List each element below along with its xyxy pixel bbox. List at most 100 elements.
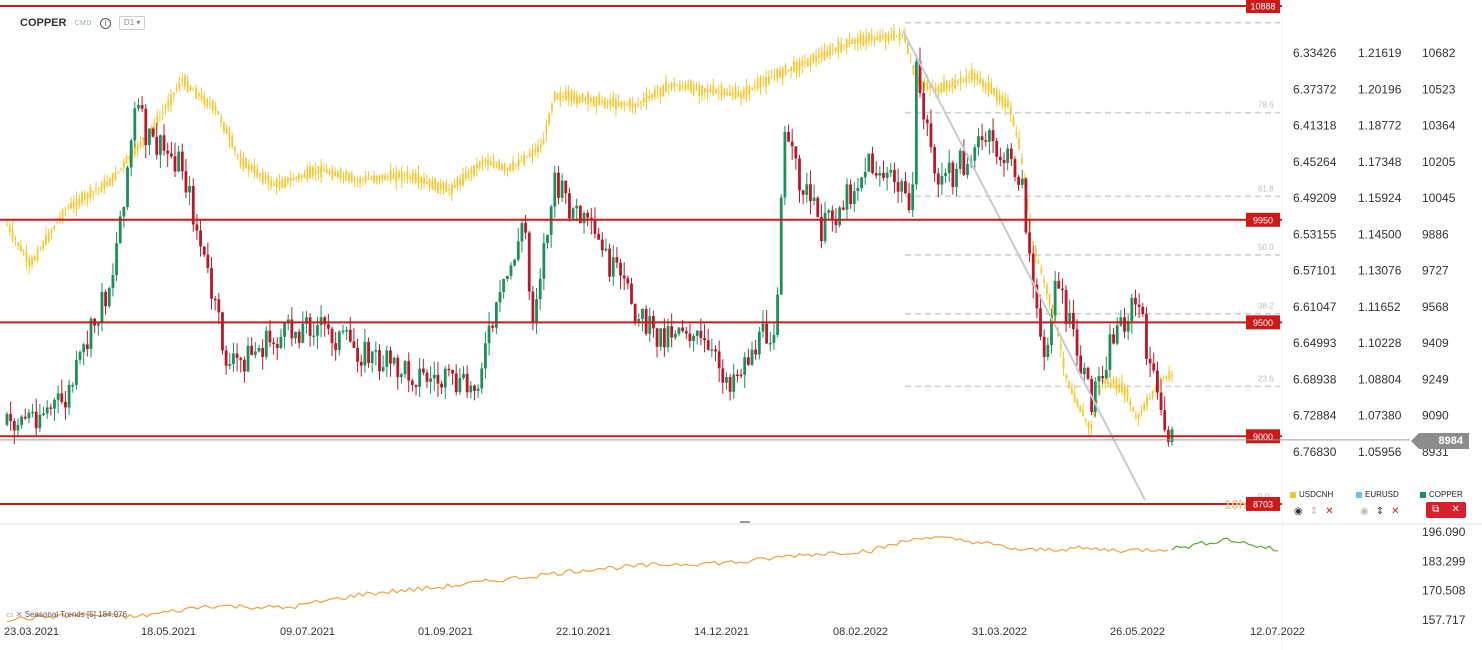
usdcnh-candle <box>537 146 539 152</box>
usdcnh-candle <box>1087 422 1090 428</box>
close-icon[interactable]: ✕ <box>1391 506 1400 517</box>
sort-icon[interactable]: ⇕ <box>1375 506 1385 517</box>
eurusd-axis-label: 1.07380 <box>1358 409 1402 423</box>
indicator-icon[interactable]: ▭ ✕ <box>6 610 23 619</box>
eye-icon[interactable]: ◉ <box>1294 506 1303 517</box>
usdcnh-candle <box>11 228 14 239</box>
usdcnh-candle <box>353 178 356 181</box>
usdcnh-candle <box>1168 371 1171 380</box>
usdcnh-candle <box>339 169 342 180</box>
usdcnh-candle <box>1162 378 1165 380</box>
copper-axis-label: 9090 <box>1422 409 1449 423</box>
seasonal-value: 184.976 <box>98 610 128 619</box>
x-axis-label: 31.03.2022 <box>972 626 1028 638</box>
usdcnh-candle <box>381 174 384 180</box>
usdcnh-candle <box>342 175 345 177</box>
usdcnh-candle <box>83 193 86 200</box>
seasonal-legend[interactable]: ▭ ✕ Seasonal Trends [5] 184.976 <box>6 610 127 619</box>
usdcnh-candle <box>551 103 553 111</box>
copper-candle <box>849 184 853 205</box>
usdcnh-candle <box>692 84 695 95</box>
usdcnh-candle <box>253 165 256 174</box>
usdcnh-candle <box>261 172 264 183</box>
usdcnh-candle <box>214 105 217 112</box>
copper-candle <box>816 197 820 217</box>
usdcnh-candle <box>742 90 745 99</box>
copper-candle <box>158 135 162 155</box>
copper-candle <box>1068 312 1072 325</box>
copper-candle <box>1130 297 1134 322</box>
close-icon[interactable]: ✕ <box>1325 506 1334 517</box>
eye-icon[interactable]: ◉ <box>1360 506 1369 517</box>
copper-candle <box>250 345 254 355</box>
copper-controls[interactable]: ⧉ ✕ <box>1426 502 1466 518</box>
usdcnh-candle <box>904 34 906 42</box>
usdcnh-candle <box>982 80 984 87</box>
copper-candle <box>89 318 93 349</box>
fib-label: 0.0 <box>1258 492 1270 501</box>
usdcnh-candle <box>1148 398 1151 400</box>
usdcnh-candle <box>787 69 790 71</box>
usdcnh-candle <box>637 103 640 105</box>
info-icon[interactable]: i <box>99 17 111 29</box>
copper-candle <box>312 335 316 338</box>
copper-candle <box>118 216 122 244</box>
usdcnh-candle <box>311 167 314 177</box>
copper-candle <box>294 331 297 339</box>
sort-icon[interactable]: ⇕ <box>1309 506 1319 517</box>
copper-candle <box>348 329 352 342</box>
x-axis-label: 26.05.2022 <box>1110 626 1166 638</box>
copper-candle <box>436 374 440 384</box>
usdcnh-candle <box>826 50 829 57</box>
usdcnh-candle <box>748 87 751 95</box>
copper-candle <box>16 424 20 431</box>
copper-candle <box>12 421 16 431</box>
copper-candle <box>316 325 319 336</box>
legend-eurusd[interactable]: EURUSD <box>1356 490 1399 499</box>
copper-candle <box>34 411 38 429</box>
copper-candle <box>874 173 878 176</box>
usdcnh-candle <box>865 36 868 45</box>
copper-candle <box>560 180 564 198</box>
usdcnh-candle <box>1079 405 1082 413</box>
copper-candle <box>1017 177 1021 185</box>
copper-candle <box>425 372 429 382</box>
copper-candle <box>732 374 736 392</box>
usdcnh-candle <box>834 47 837 51</box>
copper-candle <box>637 318 641 322</box>
level-label-box <box>1246 496 1280 511</box>
copper-candle <box>210 268 213 299</box>
copper-candle <box>82 344 86 353</box>
usdcnh-candle <box>356 179 359 181</box>
copper-candle <box>9 414 13 422</box>
copper-candle <box>995 140 999 157</box>
usdcnh-candle <box>247 164 250 170</box>
usdcnh-candle <box>222 122 225 131</box>
copper-candle <box>527 232 531 292</box>
copper-candle <box>429 378 433 382</box>
usdcnh-candle <box>779 70 781 78</box>
usdcnh-candle <box>75 198 78 210</box>
usdcnh-candle <box>234 147 236 151</box>
usdcnh-candle <box>820 52 823 58</box>
usdcnh-candle <box>840 43 843 53</box>
copper-candle <box>1075 329 1079 356</box>
usdcnh-candle <box>434 178 437 190</box>
symbol-name[interactable]: COPPER <box>20 17 67 29</box>
copper-candle <box>188 186 192 193</box>
timeframe-select[interactable]: D1 ▾ <box>118 16 146 30</box>
copper-candle <box>126 167 129 207</box>
settings-icon[interactable]: ⧉ <box>1432 504 1440 515</box>
copper-candle <box>776 294 779 335</box>
usdcnh-candle <box>901 34 904 37</box>
usdcnh-candle <box>1071 387 1073 394</box>
legend-copper[interactable]: COPPER <box>1420 490 1463 499</box>
copper-candle <box>867 153 871 172</box>
legend-usdcnh[interactable]: USDCNH <box>1290 490 1333 499</box>
usdcnh-candle <box>175 88 178 90</box>
copper-candle <box>1079 355 1083 375</box>
copper-candle <box>1046 344 1050 357</box>
fib-label: 78.6 <box>1258 101 1274 110</box>
close-icon[interactable]: ✕ <box>1451 504 1460 515</box>
